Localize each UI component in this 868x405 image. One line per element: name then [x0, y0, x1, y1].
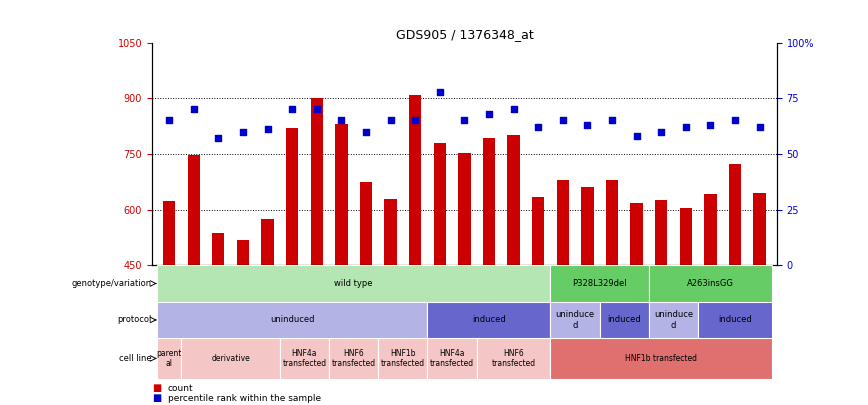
Text: uninduced: uninduced	[270, 315, 314, 324]
Bar	[630, 203, 643, 265]
Text: count: count	[168, 384, 194, 393]
Bar	[556, 180, 569, 265]
Point	[310, 106, 324, 113]
Point	[162, 117, 176, 124]
Bar	[698, 302, 772, 338]
Bar	[606, 180, 618, 265]
Point	[384, 117, 398, 124]
Text: HNF4a
transfected: HNF4a transfected	[430, 349, 474, 368]
Bar	[532, 196, 544, 265]
Point	[482, 111, 496, 117]
Point	[581, 122, 595, 128]
Text: wild type: wild type	[334, 279, 373, 288]
Point	[286, 106, 299, 113]
Bar	[582, 187, 594, 265]
Text: percentile rank within the sample: percentile rank within the sample	[168, 394, 320, 403]
Bar	[261, 219, 273, 265]
Bar	[187, 155, 200, 265]
Bar	[649, 302, 698, 338]
Bar	[311, 98, 323, 265]
Point	[531, 124, 545, 130]
Point	[408, 117, 422, 124]
Bar	[237, 240, 249, 265]
Bar	[181, 338, 279, 379]
Bar	[427, 338, 477, 379]
Text: genotype/variation: genotype/variation	[71, 279, 151, 288]
Bar	[427, 302, 550, 338]
Bar	[680, 208, 692, 265]
Point	[703, 122, 717, 128]
Bar	[378, 338, 427, 379]
Bar	[458, 153, 470, 265]
Text: HNF6
transfected: HNF6 transfected	[332, 349, 376, 368]
Bar	[157, 265, 550, 302]
Bar	[279, 338, 329, 379]
Point	[507, 106, 521, 113]
Text: HNF4a
transfected: HNF4a transfected	[282, 349, 326, 368]
Text: HNF1b transfected: HNF1b transfected	[625, 354, 697, 363]
Point	[556, 117, 569, 124]
Bar	[409, 95, 421, 265]
Point	[753, 124, 766, 130]
Bar	[753, 193, 766, 265]
Bar	[649, 265, 772, 302]
Point	[334, 117, 348, 124]
Bar	[550, 265, 649, 302]
Bar	[477, 338, 550, 379]
Text: HNF1b
transfected: HNF1b transfected	[381, 349, 425, 368]
Bar	[508, 134, 520, 265]
Title: GDS905 / 1376348_at: GDS905 / 1376348_at	[396, 28, 533, 41]
Point	[359, 128, 373, 135]
Bar	[157, 302, 427, 338]
Point	[654, 128, 668, 135]
Text: cell line: cell line	[119, 354, 151, 363]
Text: protocol: protocol	[117, 315, 151, 324]
Text: P328L329del: P328L329del	[572, 279, 627, 288]
Point	[212, 135, 226, 141]
Bar	[385, 199, 397, 265]
Text: induced: induced	[718, 315, 752, 324]
Bar	[434, 143, 446, 265]
Text: ■: ■	[152, 383, 161, 393]
Bar	[550, 338, 772, 379]
Text: ■: ■	[152, 393, 161, 403]
Point	[457, 117, 471, 124]
Point	[629, 133, 643, 139]
Text: derivative: derivative	[211, 354, 250, 363]
Bar	[729, 164, 741, 265]
Point	[260, 126, 274, 133]
Text: uninduce
d: uninduce d	[556, 310, 595, 330]
Text: HNF6
transfected: HNF6 transfected	[491, 349, 536, 368]
Bar	[163, 201, 175, 265]
Bar	[329, 338, 378, 379]
Bar	[600, 302, 649, 338]
Text: A263insGG: A263insGG	[687, 279, 733, 288]
Point	[728, 117, 742, 124]
Text: induced: induced	[608, 315, 641, 324]
Point	[187, 106, 201, 113]
Bar	[157, 338, 181, 379]
Text: induced: induced	[472, 315, 506, 324]
Bar	[704, 194, 717, 265]
Bar	[212, 233, 225, 265]
Bar	[335, 124, 347, 265]
Bar	[286, 128, 299, 265]
Text: uninduce
d: uninduce d	[654, 310, 693, 330]
Text: parent
al: parent al	[156, 349, 181, 368]
Bar	[550, 302, 600, 338]
Bar	[655, 200, 667, 265]
Point	[679, 124, 693, 130]
Point	[605, 117, 619, 124]
Point	[433, 88, 447, 95]
Point	[236, 128, 250, 135]
Bar	[360, 183, 372, 265]
Bar	[483, 138, 495, 265]
